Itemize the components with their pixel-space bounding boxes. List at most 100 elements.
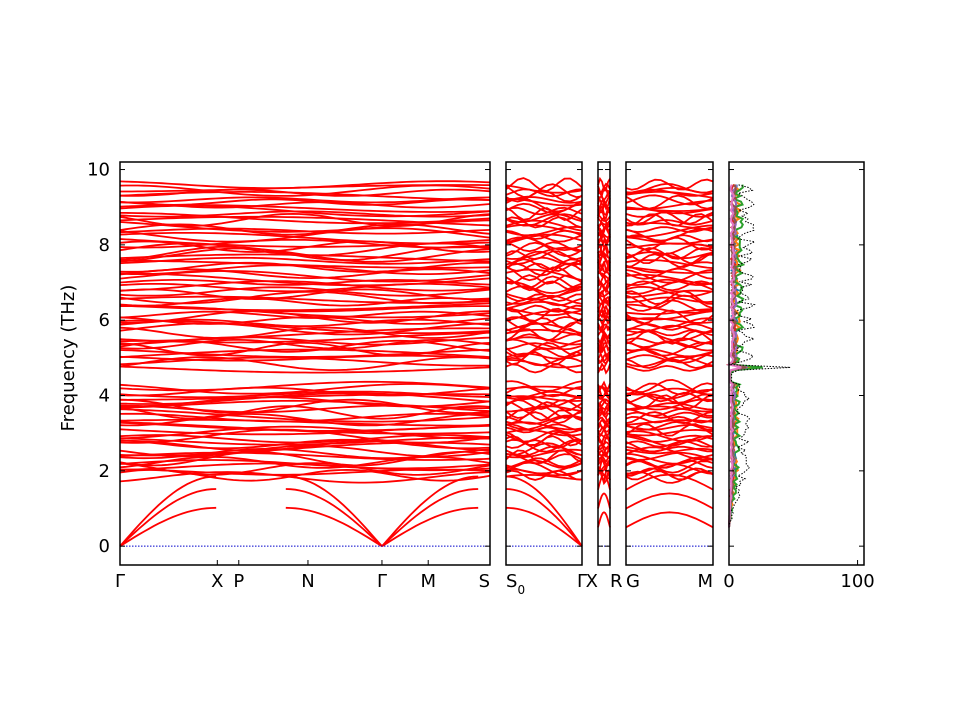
band-line	[119, 462, 491, 476]
band-line	[625, 452, 714, 461]
band-line	[119, 310, 491, 319]
band-line	[625, 303, 714, 314]
y-tick-label: 6	[99, 310, 110, 331]
band-line	[597, 195, 611, 211]
band-line	[625, 419, 714, 426]
band-line	[597, 456, 611, 474]
band-line	[625, 199, 714, 211]
x-tick-label: R	[610, 571, 623, 592]
panel-frame	[625, 161, 714, 566]
band-line	[119, 380, 491, 392]
band-line	[505, 294, 583, 305]
band-line	[597, 301, 611, 315]
band-line	[597, 233, 611, 243]
band-line	[119, 198, 491, 206]
acoustic-band-line	[381, 488, 479, 547]
band-line	[625, 285, 714, 298]
band-line	[597, 295, 611, 304]
x-tick-label: M	[420, 571, 436, 592]
band-line	[505, 363, 583, 374]
x-tick-label: S	[479, 571, 490, 592]
axes-frames	[119, 161, 865, 566]
band-line	[119, 286, 491, 297]
band-line	[505, 457, 583, 468]
acoustic-band-line	[505, 488, 583, 547]
band-line	[119, 440, 491, 452]
band-line	[119, 341, 491, 357]
band-line	[625, 407, 714, 417]
band-line	[119, 180, 491, 189]
band-line	[625, 219, 714, 226]
band-line	[625, 463, 714, 475]
band-line	[597, 398, 611, 406]
y-tick-label: 10	[87, 160, 110, 181]
band-line	[597, 287, 611, 296]
x-tick-label: Γ	[577, 571, 587, 592]
band-line	[119, 268, 491, 280]
x-tick-label: X	[586, 571, 598, 592]
band-line	[505, 262, 583, 273]
band-line	[119, 398, 491, 414]
y-tick-label: 4	[99, 386, 110, 407]
band-line	[625, 337, 714, 345]
band-line	[119, 318, 491, 328]
band-line	[119, 354, 491, 362]
tick-marks	[120, 169, 864, 565]
band-line	[119, 408, 491, 423]
band-line	[505, 184, 583, 194]
band-line	[625, 393, 714, 404]
y-tick-label: 8	[99, 235, 110, 256]
x-tick-label: M	[697, 571, 713, 592]
band-line	[625, 290, 714, 305]
band-line	[505, 439, 583, 449]
band-line	[505, 250, 583, 261]
acoustic-band-line	[505, 506, 583, 547]
acoustic-band-line	[119, 475, 217, 547]
x-tick-label: X	[211, 571, 223, 592]
y-tick-label: 0	[99, 536, 110, 557]
y-tick-label: 2	[99, 461, 110, 482]
band-line	[625, 456, 714, 469]
band-line	[119, 196, 491, 204]
band-line	[505, 275, 583, 290]
band-line	[119, 245, 491, 261]
x-tick-label: Γ	[377, 571, 387, 592]
band-line	[119, 421, 491, 432]
band-line	[625, 438, 714, 453]
panel-frame	[505, 161, 583, 566]
band-line	[119, 338, 491, 350]
band-line	[597, 214, 611, 222]
band-line	[505, 321, 583, 333]
band-line	[625, 236, 714, 245]
band-line	[505, 250, 583, 266]
band-line	[119, 232, 491, 245]
band-line	[505, 266, 583, 282]
band-line	[119, 319, 491, 335]
band-line	[625, 224, 714, 238]
band-line	[597, 385, 610, 393]
band-line	[597, 257, 611, 272]
acoustic-band-line	[285, 506, 383, 547]
band-line	[625, 378, 714, 394]
band-line	[505, 197, 583, 207]
band-line	[597, 380, 611, 392]
band-line	[625, 430, 714, 443]
x-tick-label: G	[626, 571, 640, 592]
band-line	[625, 387, 714, 396]
acoustic-band-line	[625, 511, 714, 529]
band-line	[120, 272, 491, 287]
acoustic-band-line	[285, 475, 383, 547]
band-line	[119, 188, 491, 197]
band-line	[119, 434, 491, 444]
band-line	[505, 258, 583, 271]
band-line	[505, 423, 583, 432]
band-line	[625, 226, 714, 233]
band-line	[505, 216, 583, 229]
acoustic-band-line	[381, 506, 479, 547]
band-line	[505, 196, 583, 204]
band-line	[625, 280, 714, 292]
band-line	[119, 405, 491, 420]
x-tick-label-subscript: 0	[517, 583, 525, 597]
band-line	[119, 356, 491, 371]
band-line	[119, 331, 491, 344]
